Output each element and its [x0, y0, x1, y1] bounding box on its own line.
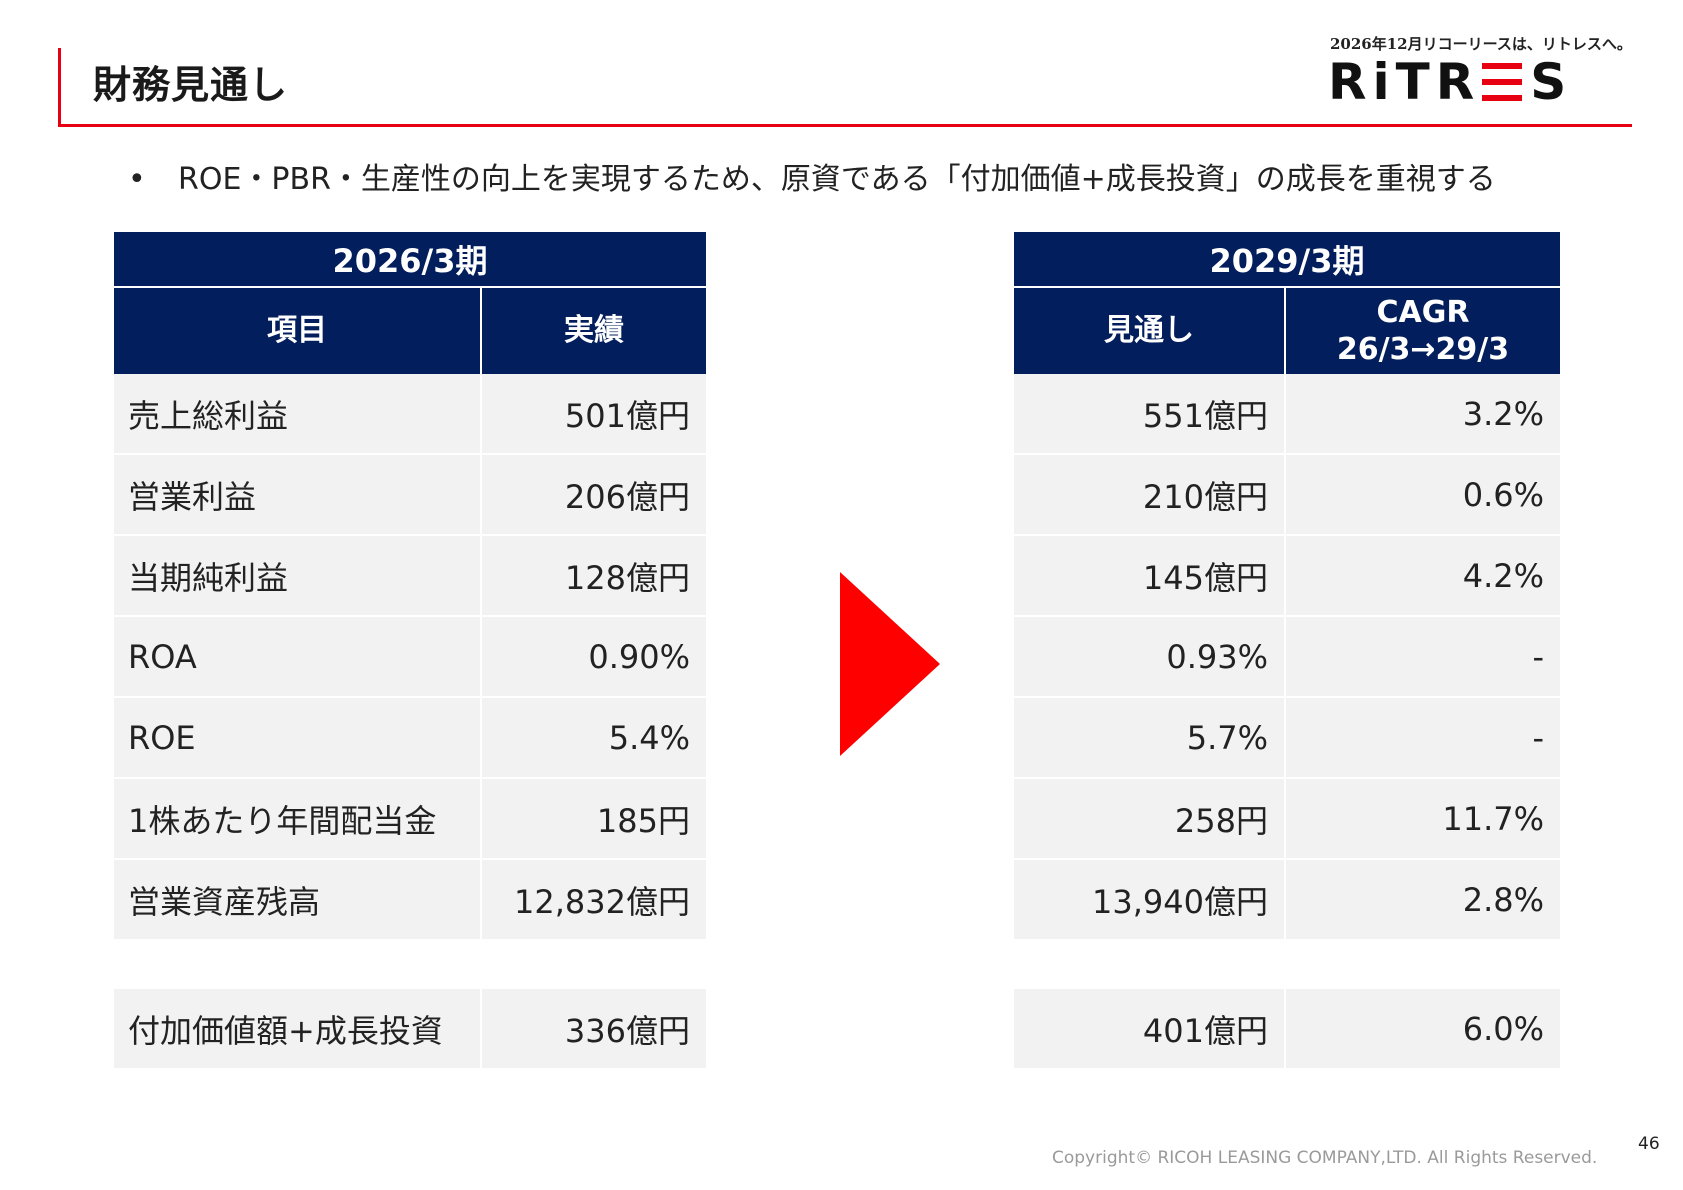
row-label: 1株あたり年間配当金	[114, 779, 482, 860]
row-label: ROA	[114, 617, 482, 698]
page-number: 46	[1638, 1134, 1660, 1154]
row-label: 営業利益	[114, 455, 482, 536]
table-row: 営業利益 206億円	[114, 455, 706, 536]
outlook-value: 0.93%	[1014, 617, 1286, 698]
row-label: ROE	[114, 698, 482, 779]
cagr-value: 3.2%	[1286, 374, 1560, 455]
table-row: 営業資産残高 12,832億円	[114, 860, 706, 941]
logo-text-left: RiTR	[1328, 53, 1481, 111]
cagr-value: 2.8%	[1286, 860, 1560, 941]
table-row: 210億円 0.6%	[1014, 455, 1560, 536]
row-value: 128億円	[482, 536, 706, 617]
row-value: 12,832億円	[482, 860, 706, 941]
table-row: 0.93% -	[1014, 617, 1560, 698]
logo-text-right: S	[1530, 53, 1573, 111]
cagr-label: CAGR	[1376, 294, 1470, 330]
row-label: 当期純利益	[114, 536, 482, 617]
page-title: 財務見通し	[93, 63, 289, 107]
table-row: ROE 5.4%	[114, 698, 706, 779]
outlook-value: 5.7%	[1014, 698, 1286, 779]
row-value: 5.4%	[482, 698, 706, 779]
bullet-marker: •	[128, 162, 146, 197]
period-header-2026: 2026/3期	[114, 232, 706, 288]
row-value: 501億円	[482, 374, 706, 455]
table-row: 売上総利益 501億円	[114, 374, 706, 455]
outlook-value: 145億円	[1014, 536, 1286, 617]
table-row: 5.7% -	[1014, 698, 1560, 779]
outlook-value: 13,940億円	[1014, 860, 1286, 941]
title-accent-bar	[58, 48, 61, 126]
copyright-notice: Copyright© RICOH LEASING COMPANY,LTD. Al…	[1052, 1148, 1598, 1168]
logo-e-bars	[1482, 63, 1523, 101]
col-header-item: 項目	[114, 288, 482, 374]
key-message-text: ROE・PBR・生産性の向上を実現するため、原資である「付加価値+成長投資」の成…	[178, 162, 1496, 197]
col-header-outlook: 見通し	[1014, 288, 1286, 374]
table-row: 258円 11.7%	[1014, 779, 1560, 860]
outlook-value: 258円	[1014, 779, 1286, 860]
outlook-value: 551億円	[1014, 374, 1286, 455]
cagr-value: -	[1286, 698, 1560, 779]
cagr-value: -	[1286, 617, 1560, 698]
row-value: 185円	[482, 779, 706, 860]
cagr-value: 0.6%	[1286, 455, 1560, 536]
title-underline	[58, 124, 1632, 127]
col-header-actual: 実績	[482, 288, 706, 374]
cagr-value: 6.0%	[1286, 989, 1560, 1070]
row-label: 売上総利益	[114, 374, 482, 455]
period-header-2029: 2029/3期	[1014, 232, 1560, 288]
row-value: 336億円	[482, 989, 706, 1070]
row-label: 付加価値額+成長投資	[114, 989, 482, 1070]
table-row-value-added: 付加価値額+成長投資 336億円	[114, 989, 706, 1070]
key-message: • ROE・PBR・生産性の向上を実現するため、原資である「付加価値+成長投資」の…	[128, 154, 1496, 198]
table-row: 145億円 4.2%	[1014, 536, 1560, 617]
table-row-value-added: 401億円 6.0%	[1014, 989, 1560, 1070]
table-row: ROA 0.90%	[114, 617, 706, 698]
cagr-value: 11.7%	[1286, 779, 1560, 860]
table-fy2026: 2026/3期 項目 実績 売上総利益 501億円 営業利益 206億円 当期純…	[114, 232, 706, 1070]
outlook-value: 210億円	[1014, 455, 1286, 536]
table-row: 13,940億円 2.8%	[1014, 860, 1560, 941]
table-row: 当期純利益 128億円	[114, 536, 706, 617]
outlook-value: 401億円	[1014, 989, 1286, 1070]
row-label: 営業資産残高	[114, 860, 482, 941]
cagr-range: 26/3→29/3	[1336, 332, 1510, 367]
table-row: 551億円 3.2%	[1014, 374, 1560, 455]
brand-tagline: 2026年12月リコーリースは、リトレスへ。	[1330, 35, 1632, 53]
ritres-logo: RiTR S	[1328, 53, 1573, 111]
table-fy2029: 2029/3期 見通し CAGR 26/3→29/3 551億円 3.2% 21…	[1014, 232, 1560, 1070]
row-value: 206億円	[482, 455, 706, 536]
col-header-cagr: CAGR 26/3→29/3	[1286, 288, 1560, 374]
row-value: 0.90%	[482, 617, 706, 698]
triangle-arrow-icon	[840, 572, 940, 756]
cagr-value: 4.2%	[1286, 536, 1560, 617]
table-row: 1株あたり年間配当金 185円	[114, 779, 706, 860]
